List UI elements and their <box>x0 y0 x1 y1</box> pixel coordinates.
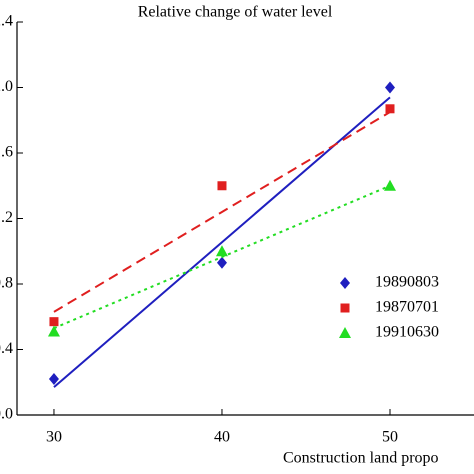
y-tick-label: 1.6 <box>0 144 13 161</box>
x-tick-label: 50 <box>382 429 398 446</box>
legend-label: 19910630 <box>375 324 439 341</box>
y-tick-label: 0.4 <box>0 340 13 357</box>
data-point <box>384 81 395 94</box>
trend-line <box>53 184 391 330</box>
y-tick-label: 0.8 <box>0 275 13 292</box>
y-tick-label: 1.2 <box>0 209 13 226</box>
data-point <box>49 317 59 327</box>
legend-marker <box>340 303 350 313</box>
x-tick-label: 40 <box>214 429 230 446</box>
y-tick-label: 2.4 <box>0 13 13 30</box>
trend-line <box>53 96 391 388</box>
legend-label: 19870701 <box>375 299 439 316</box>
y-tick-label: 0.0 <box>0 406 13 423</box>
data-point <box>216 256 227 269</box>
x-tick-label: 30 <box>46 429 62 446</box>
data-point <box>48 372 59 385</box>
data-point <box>47 325 60 337</box>
data-point <box>215 245 228 257</box>
legend-marker <box>339 327 351 338</box>
x-axis-label: Construction land propo <box>283 450 439 467</box>
trend-line <box>53 111 391 313</box>
data-point <box>385 104 395 114</box>
legend-label: 19890803 <box>375 274 439 291</box>
legend-marker <box>340 277 350 289</box>
data-point <box>383 179 396 191</box>
chart-title: Relative change of water level <box>138 4 333 21</box>
y-tick-label: 2.0 <box>0 78 13 95</box>
data-point <box>217 181 227 191</box>
